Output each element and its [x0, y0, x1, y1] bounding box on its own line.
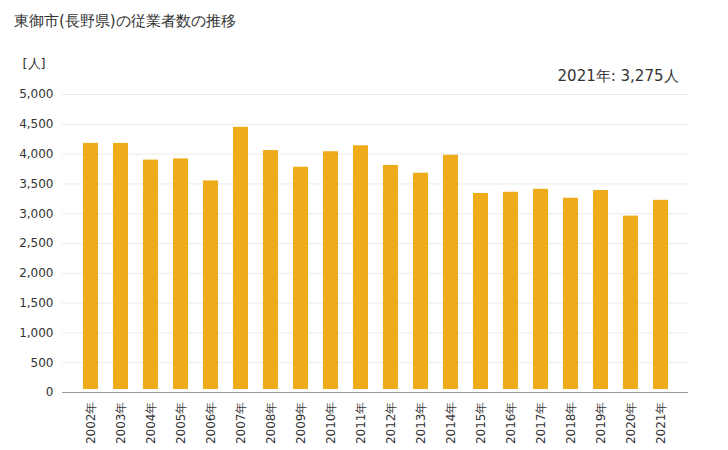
svg-text:5,000: 5,000 — [19, 87, 53, 101]
svg-text:4,500: 4,500 — [19, 117, 53, 131]
svg-text:2009年: 2009年 — [294, 402, 308, 445]
svg-text:2018年: 2018年 — [564, 402, 578, 445]
svg-text:1,000: 1,000 — [19, 326, 53, 340]
svg-text:2,500: 2,500 — [19, 236, 53, 250]
svg-text:0: 0 — [46, 385, 54, 399]
svg-text:2006年: 2006年 — [204, 402, 218, 445]
svg-text:[人]: [人] — [23, 56, 46, 71]
svg-text:2008年: 2008年 — [264, 402, 278, 445]
svg-text:2013年: 2013年 — [414, 402, 428, 445]
svg-text:2011年: 2011年 — [354, 402, 368, 445]
svg-text:2007年: 2007年 — [234, 402, 248, 445]
svg-text:2015年: 2015年 — [474, 402, 488, 445]
svg-text:2004年: 2004年 — [144, 402, 158, 445]
svg-text:2021年: 2021年 — [654, 402, 668, 445]
svg-text:2010年: 2010年 — [324, 402, 338, 445]
svg-text:2017年: 2017年 — [534, 402, 548, 445]
svg-text:1,500: 1,500 — [19, 296, 53, 310]
svg-text:2,000: 2,000 — [19, 266, 53, 280]
svg-text:2002年: 2002年 — [84, 402, 98, 445]
svg-text:2012年: 2012年 — [384, 402, 398, 445]
svg-text:2005年: 2005年 — [174, 402, 188, 445]
svg-text:2003年: 2003年 — [114, 402, 128, 445]
svg-text:2014年: 2014年 — [444, 402, 458, 445]
svg-text:2016年: 2016年 — [504, 402, 518, 445]
svg-text:2020年: 2020年 — [624, 402, 638, 445]
svg-text:500: 500 — [31, 356, 54, 370]
svg-text:4,000: 4,000 — [19, 147, 53, 161]
svg-text:3,000: 3,000 — [19, 207, 53, 221]
html-text:東御市(長野県)の従業者数の推移: 東御市(長野県)の従業者数の推移 — [14, 12, 236, 30]
svg-text:2019年: 2019年 — [594, 402, 608, 445]
svg-text:2021年: 3,275人: 2021年: 3,275人 — [558, 67, 679, 85]
svg-text:3,500: 3,500 — [19, 177, 53, 191]
